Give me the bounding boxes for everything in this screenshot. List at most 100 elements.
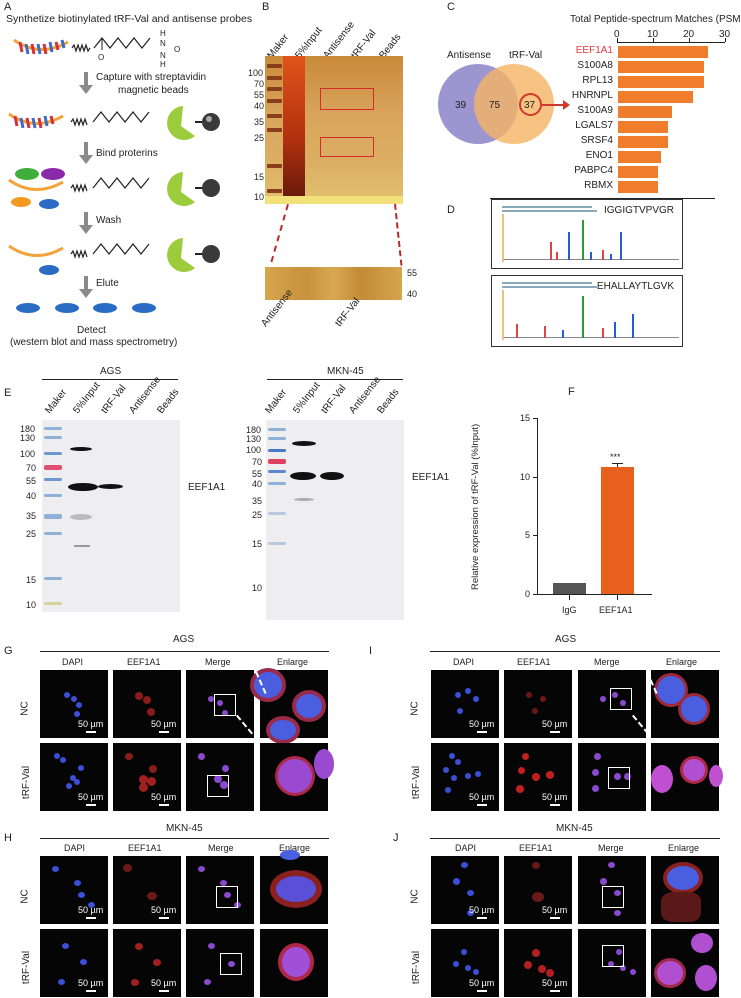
cell-label: MKN-45 — [556, 823, 593, 834]
marker-label: 15 — [252, 539, 263, 549]
enlarge-trf-val-image — [651, 929, 719, 997]
svg-text:N: N — [160, 39, 166, 48]
panel-label-h: H — [4, 832, 12, 844]
eef1a1-trf-val-image: 50 µm — [504, 743, 572, 811]
column-label: DAPI — [64, 843, 86, 853]
venn-left-label: Antisense — [447, 50, 491, 61]
panel-label-c: C — [447, 1, 455, 13]
dapi-trf-val-image: 50 µm — [431, 743, 499, 811]
row-label: tRF-Val — [411, 765, 423, 800]
cell-label: AGS — [173, 634, 195, 645]
bar-rbmx — [618, 181, 658, 193]
panel-a-title: Synthetize biotinylated tRF-Val and anti… — [6, 13, 253, 25]
x-axis — [537, 594, 652, 595]
marker-label: 100 — [246, 445, 262, 455]
enlarge-nc-image — [254, 670, 328, 740]
enlarge-trf-val-image — [651, 743, 723, 811]
panel-label-j: J — [393, 832, 399, 844]
column-label: Enlarge — [668, 843, 700, 853]
gene-label: RBMX — [584, 180, 613, 191]
dapi-trf-val-image: 50 µm — [40, 929, 108, 997]
merge-nc-image — [186, 670, 254, 738]
arrow-right-icon — [542, 104, 564, 106]
x-axis — [617, 42, 725, 43]
marker-label: 15 — [254, 172, 265, 182]
svg-text:N: N — [160, 51, 166, 60]
target-label: EEF1A1 — [412, 472, 450, 483]
gene-label: RPL13 — [582, 75, 613, 86]
dapi-nc-image: 50 µm — [431, 670, 499, 738]
row-label: NC — [19, 701, 31, 716]
bar-eno1 — [618, 151, 661, 163]
zoom-guide-line — [394, 203, 403, 266]
divider — [40, 838, 329, 839]
bar-pabpc4 — [618, 166, 658, 178]
scale-label: 50 µm — [151, 905, 177, 915]
eef1a1-trf-val-image: 50 µm — [504, 929, 572, 997]
marker-label: 70 — [252, 457, 263, 467]
scale-label: 50 µm — [151, 719, 177, 729]
arrow-head-icon — [563, 100, 570, 110]
highlight-box — [320, 88, 374, 110]
panel-label-a: A — [4, 1, 12, 13]
marker-label: 40 — [252, 479, 263, 489]
enlarge-trf-val-image — [260, 929, 328, 997]
gene-label: HNRNPL — [571, 90, 613, 101]
scale-label: 50 µm — [78, 978, 104, 988]
arrow-down-icon — [79, 72, 93, 94]
dapi-trf-val-image: 50 µm — [431, 929, 499, 997]
marker-label: 40 — [254, 101, 265, 111]
column-label: DAPI — [62, 657, 84, 667]
merge-nc-image — [578, 856, 646, 924]
protein-icon — [93, 303, 117, 313]
eef1a1-trf-val-image: 50 µm — [113, 929, 181, 997]
bar-eef1a1 — [601, 467, 634, 594]
tick-label: 10 — [647, 29, 659, 40]
column-label: Merge — [594, 657, 620, 667]
scale-label: 50 µm — [151, 792, 177, 802]
gene-label: EEF1A1 — [575, 45, 613, 56]
eef1a1-nc-image: 50 µm — [113, 856, 181, 924]
divider — [490, 198, 715, 199]
column-label: Enlarge — [279, 843, 311, 853]
scale-label: 50 µm — [469, 905, 495, 915]
protein-icon — [132, 303, 156, 313]
lane-label: tRF-Val — [99, 383, 129, 416]
marker-label: 10 — [254, 192, 265, 202]
blot-cell-label: AGS — [100, 366, 122, 377]
protein-icon — [55, 303, 79, 313]
gene-label: ENO1 — [585, 150, 613, 161]
row-label: NC — [409, 889, 421, 904]
tick-label: 10 — [520, 472, 531, 482]
step-capture: Capture with streptavidin — [96, 72, 207, 83]
svg-text:H: H — [160, 29, 166, 38]
tick-label: 5 — [525, 530, 531, 540]
bar-lgals7 — [618, 121, 668, 133]
scale-label: 50 µm — [78, 719, 104, 729]
dapi-nc-image: 50 µm — [40, 670, 108, 738]
venn-right-label: tRF-Val — [509, 50, 543, 61]
eef1a1-nc-image: 50 µm — [504, 856, 572, 924]
svg-text:O: O — [98, 53, 104, 62]
marker-label: 55 — [407, 268, 418, 278]
probe-washed-diagram-icon — [8, 238, 220, 275]
gene-label: LGALS7 — [575, 120, 613, 131]
western-blot-ags — [42, 420, 180, 612]
bar-eef1a1 — [618, 46, 708, 58]
row-label: tRF-Val — [21, 950, 33, 985]
marker-label: 25 — [252, 510, 263, 520]
marker-label: 10 — [26, 600, 37, 610]
divider — [40, 651, 329, 652]
marker-label: 25 — [26, 529, 37, 539]
bar-igg — [553, 583, 586, 594]
column-label: Merge — [208, 843, 234, 853]
protein-icon — [16, 303, 40, 313]
tick-label: 0 — [525, 589, 531, 599]
scale-label: 50 µm — [542, 905, 568, 915]
column-label: EEF1A1 — [127, 657, 161, 667]
marker-label: 25 — [254, 133, 265, 143]
probe-bead-diagram-icon — [8, 106, 220, 140]
panel-label-g: G — [4, 645, 13, 657]
divider — [267, 379, 403, 380]
y-axis — [537, 418, 538, 595]
